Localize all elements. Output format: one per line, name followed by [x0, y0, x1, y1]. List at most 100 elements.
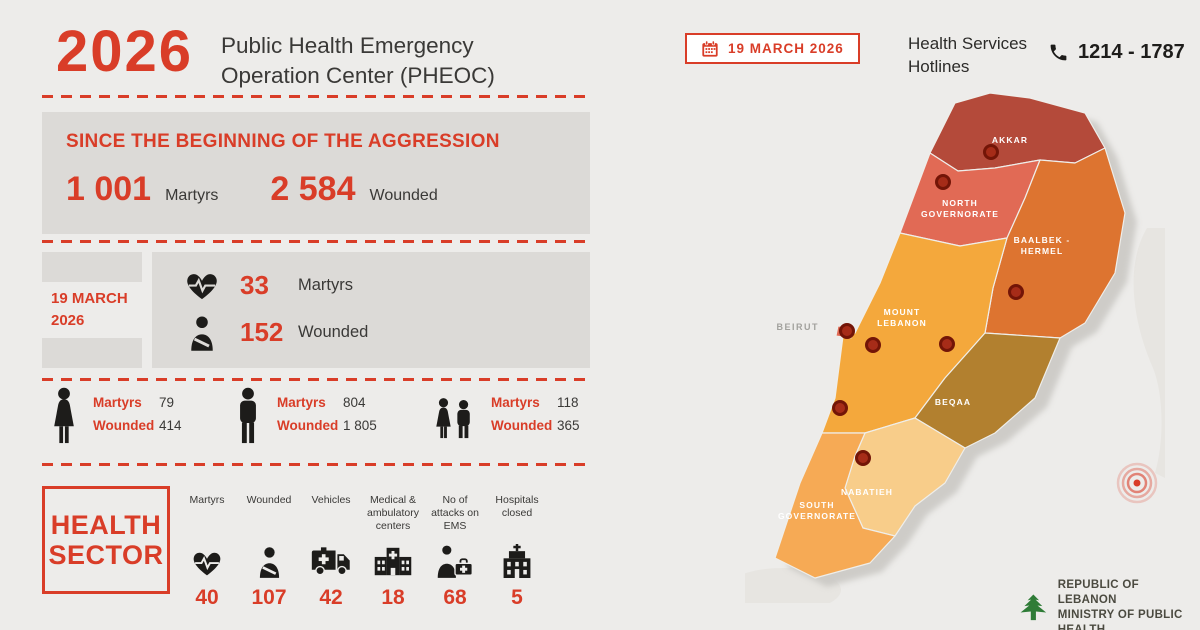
map-label-baalbek-line1: BAALBEK -: [1014, 235, 1071, 245]
daily-wounded-value: 152: [240, 317, 284, 347]
map-label-nabatieh: NABATIEH: [841, 487, 893, 497]
daily-martyrs-label: Martyrs: [298, 276, 353, 294]
hotlines-label-line1: Health Services: [908, 34, 1028, 53]
incident-marker: [983, 144, 999, 160]
children-martyrs-value: 118: [557, 395, 579, 410]
region-south-governorate: [774, 432, 896, 579]
cumulative-panel: SINCE THE BEGINNING OF THE AGGRESSION 1 …: [42, 112, 590, 234]
cumulative-martyrs-label: Martyrs: [165, 187, 219, 204]
year-text: 2026: [56, 19, 194, 84]
wounded-person-icon: [259, 547, 279, 578]
man-icon: [240, 387, 256, 444]
hs-martyrs-value: 40: [195, 586, 219, 609]
hotlines-label-line2: Hotlines: [908, 56, 970, 76]
hospital-closed-icon: [503, 544, 531, 578]
dashed-divider: [42, 463, 590, 466]
map-label-mount-line1: MOUNT: [884, 307, 921, 317]
hs-item-wounded: Wounded 107: [240, 494, 298, 610]
cedar-tree-icon: [1020, 594, 1047, 621]
ministry-org-line1: REPUBLIC OF LEBANON: [1057, 579, 1139, 606]
map-label-south-line2: GOVERNORATE: [778, 511, 856, 521]
heart-pulse-icon: [193, 552, 221, 576]
hs-ems-attacks-label: No of attacks on EMS: [431, 494, 479, 533]
gray-block: [42, 252, 142, 282]
hs-hospitals-closed-label: Hospitals closed: [495, 494, 539, 520]
women-wounded-label: Wounded: [93, 418, 155, 433]
map-label-beirut: BEIRUT: [777, 322, 820, 332]
page-title: Public Health Emergency Operation Center…: [221, 31, 495, 90]
date-badge: 19 MARCH 2026: [685, 33, 860, 64]
incident-marker: [839, 323, 855, 339]
daily-date-line1: 19 MARCH: [51, 290, 128, 308]
hs-vehicles-label: Vehicles: [311, 494, 351, 506]
incident-marker: [832, 400, 848, 416]
daily-stats-panel: 33 Martyrs 152 Wounded: [152, 252, 590, 368]
map-label-south-line1: SOUTH: [799, 500, 834, 510]
demographics-men: Martyrs 804 Wounded 1 805: [234, 386, 377, 446]
calendar-icon: [702, 40, 718, 57]
incident-marker: [1008, 284, 1024, 300]
demographics-children: Martyrs 118 Wounded 365: [432, 386, 580, 441]
men-wounded-value: 1 805: [343, 418, 377, 433]
men-martyrs-label: Martyrs: [277, 395, 326, 410]
cumulative-wounded-label: Wounded: [369, 187, 438, 204]
ministry-logo: REPUBLIC OF LEBANON MINISTRY OF PUBLIC H…: [1018, 578, 1200, 630]
hs-item-martyrs: Martyrs 40: [178, 494, 236, 610]
demographics-women: Martyrs 79 Wounded 414: [50, 386, 182, 446]
hotlines-label: Health Services Hotlines: [908, 33, 1027, 79]
ministry-org-line2: MINISTRY OF PUBLIC HEALTH: [1057, 608, 1183, 630]
health-sector-title-line2: SECTOR: [48, 540, 164, 570]
daily-date-box: 19 MARCH 2026: [42, 252, 142, 368]
incident-marker: [935, 174, 951, 190]
hs-medical-centers-label: Medical & ambulatory centers: [367, 494, 419, 533]
map-label-north-line2: GOVERNORATE: [921, 209, 999, 219]
hs-martyrs-label: Martyrs: [189, 494, 225, 506]
women-martyrs-label: Martyrs: [93, 395, 142, 410]
ambulance-icon: [311, 547, 350, 576]
hs-item-hospitals-closed: Hospitals closed 5: [488, 494, 546, 610]
region-akkar: [929, 92, 1106, 172]
heart-pulse-icon: [187, 273, 217, 299]
woman-icon: [54, 387, 74, 444]
ems-attack-icon: [437, 545, 473, 578]
dashed-divider: [42, 95, 590, 98]
hs-item-vehicles: Vehicles 42: [302, 494, 360, 610]
incident-marker: [865, 337, 881, 353]
children-martyrs-label: Martyrs: [491, 395, 540, 410]
incident-marker: [939, 336, 955, 352]
hs-medical-centers-value: 18: [381, 586, 405, 609]
children-icon: [436, 398, 470, 439]
hotline-number-group: 1214 - 1787: [1048, 41, 1185, 64]
map-label-beqaa: BEQAA: [935, 397, 971, 407]
men-martyrs-value: 804: [343, 395, 366, 410]
hs-wounded-label: Wounded: [246, 494, 292, 506]
daily-wounded-label: Wounded: [298, 323, 369, 341]
hotline-number: 1214 - 1787: [1078, 41, 1185, 63]
women-martyrs-value: 79: [159, 395, 175, 410]
daily-martyrs-row: 33 Martyrs: [182, 270, 590, 302]
cumulative-martyrs-value: 1 001: [66, 170, 152, 208]
incident-marker: [855, 450, 871, 466]
map-label-mount-line2: LEBANON: [877, 318, 927, 328]
map-label-north-line1: NORTH: [942, 198, 978, 208]
cumulative-wounded-value: 2 584: [270, 170, 356, 208]
phone-icon: [1050, 44, 1067, 61]
page-title-line2: Operation Center (PHEOC): [221, 62, 495, 88]
lebanon-map: AKKAR NORTH GOVERNORATE BAALBEK - HERMEL…: [745, 92, 1165, 603]
health-sector-title-box: HEALTH SECTOR: [42, 486, 170, 594]
gray-block: [42, 338, 142, 368]
men-wounded-label: Wounded: [277, 418, 339, 433]
health-sector-items: Martyrs 40 Wounded 107 Vehicles: [178, 494, 550, 610]
daily-wounded-row: 152 Wounded: [182, 315, 590, 351]
date-badge-text: 19 MARCH 2026: [728, 41, 844, 56]
dashed-divider: [42, 240, 590, 243]
daily-martyrs-value: 33: [240, 270, 269, 300]
page-title-line1: Public Health Emergency: [221, 33, 474, 58]
epicenter-ripple-icon: [1116, 462, 1158, 504]
health-sector-title-line1: HEALTH: [50, 509, 162, 540]
cumulative-title: SINCE THE BEGINNING OF THE AGGRESSION: [66, 131, 500, 152]
hs-item-medical-centers: Medical & ambulatory centers: [364, 494, 422, 610]
hs-hospitals-closed-value: 5: [511, 586, 523, 609]
wounded-person-icon: [191, 315, 213, 351]
women-wounded-value: 414: [159, 418, 182, 433]
